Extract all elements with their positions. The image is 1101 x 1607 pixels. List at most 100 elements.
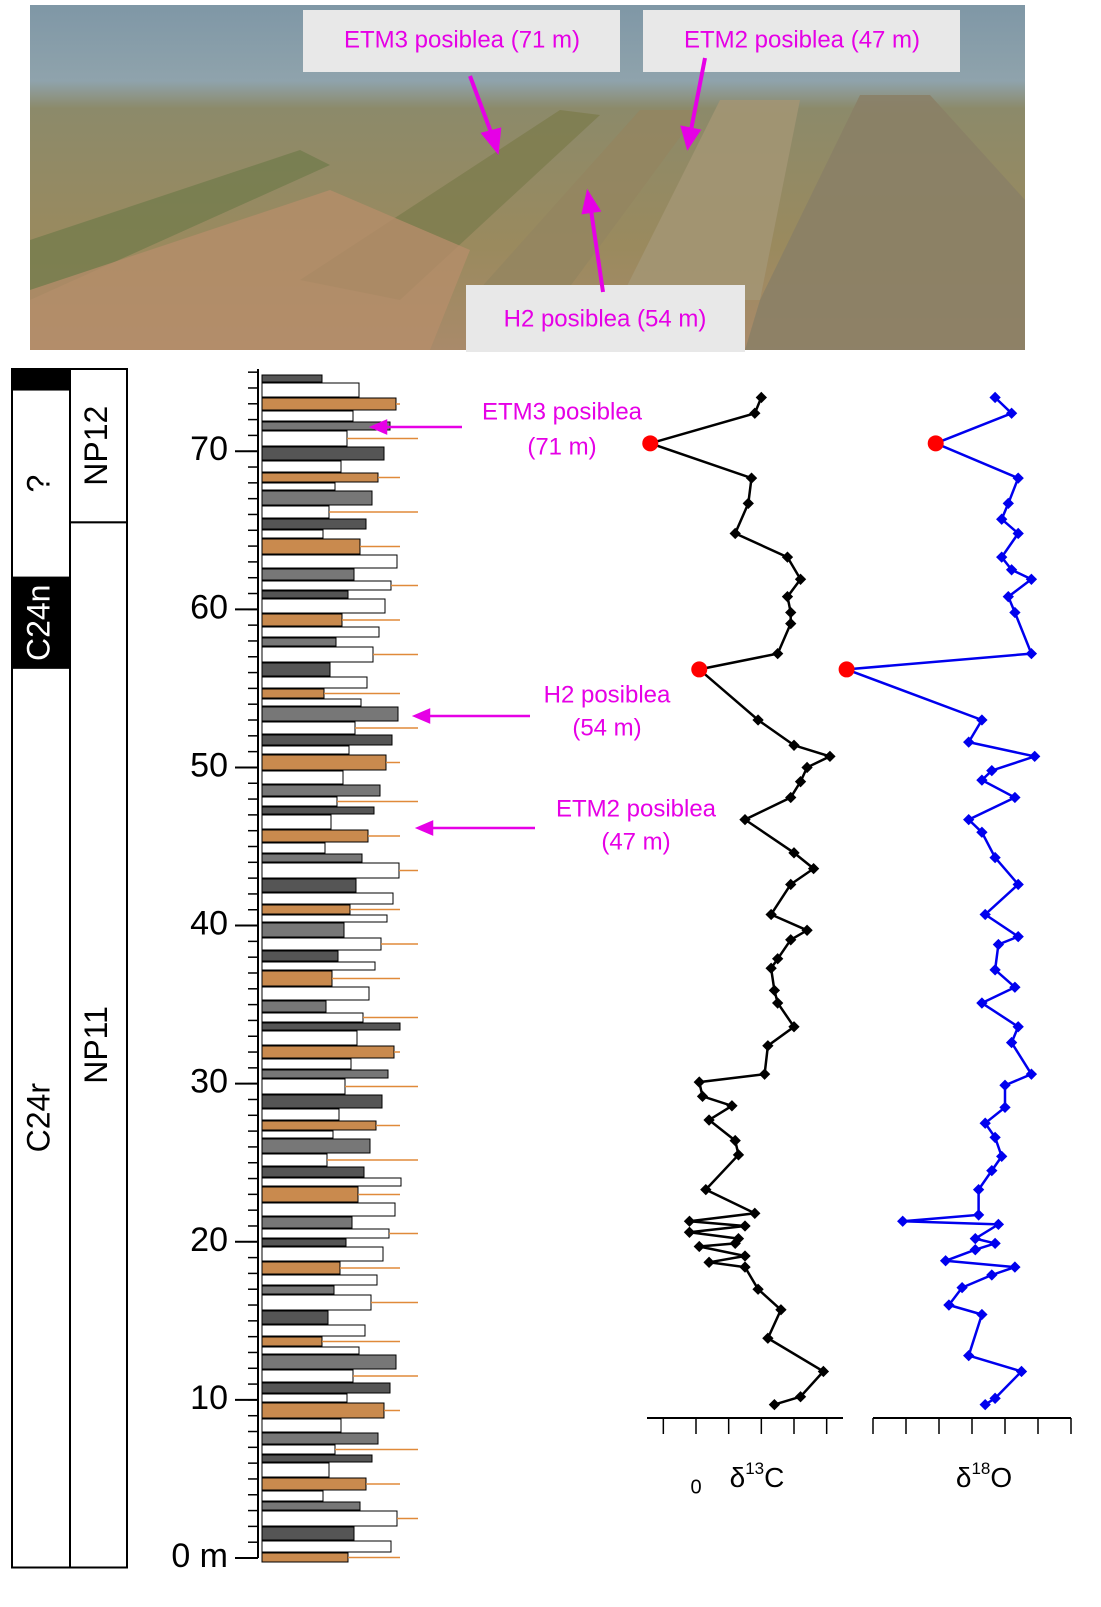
label-box (303, 10, 620, 72)
annotation: H2 posiblea (544, 681, 671, 708)
lithology-bed (261, 1369, 354, 1383)
y-tick-label: 20 (190, 1221, 228, 1259)
annotations: ETM3 posiblea (71 m) H2 posiblea (54 m) … (368, 398, 717, 855)
lithology-bed (261, 568, 355, 581)
data-point (726, 1100, 738, 1112)
lithology-bed (261, 1336, 323, 1347)
data-point (979, 908, 991, 921)
lithology-bed (261, 754, 387, 771)
lithology-bed (261, 1354, 397, 1370)
lithology-bed (261, 580, 392, 591)
lithology-bed (261, 490, 373, 506)
data-point (749, 407, 761, 419)
label-element: C (764, 1462, 784, 1493)
lithology-bed (261, 637, 337, 647)
y-tick-label: 60 (190, 588, 228, 626)
lithology-bed (261, 538, 361, 555)
data-point (693, 1240, 705, 1253)
data-point (989, 851, 1001, 864)
lithology-bed (261, 745, 350, 755)
data-point (729, 527, 741, 540)
data-point (989, 964, 1001, 976)
data-point (1009, 791, 1021, 804)
data-point (1012, 472, 1024, 484)
annotation: (71 m) (527, 433, 596, 460)
photo-strata (620, 100, 800, 300)
lithology-bed (261, 1432, 379, 1445)
lithology-bed (261, 1094, 383, 1109)
lithology-bed (261, 430, 348, 447)
data-point (992, 938, 1005, 951)
data-point (801, 924, 813, 936)
data-point (794, 573, 807, 585)
lithology-bed (261, 1108, 340, 1121)
lithology-bed (261, 1058, 352, 1070)
lithology-bed (261, 1418, 342, 1433)
lithology-bed (261, 1294, 372, 1311)
data-point (976, 826, 988, 838)
data-point (999, 1101, 1011, 1114)
magnetozone (11, 666, 71, 1569)
data-point (1025, 573, 1038, 585)
lithology-bed (261, 590, 349, 599)
data-point (943, 1299, 955, 1311)
lithology-bed (261, 1501, 361, 1511)
lithology-bed (261, 1526, 355, 1541)
data-point (785, 606, 797, 619)
series-line (646, 397, 834, 1406)
lithology-bed (261, 829, 369, 843)
lithology-bed (261, 1186, 359, 1203)
data-point (992, 1218, 1005, 1231)
data-point (972, 1209, 985, 1221)
lithology-bed (261, 1030, 358, 1046)
data-point (729, 1134, 741, 1147)
lithology-bed (261, 904, 351, 915)
data-point (739, 1220, 751, 1232)
lithology-bed (261, 1346, 360, 1355)
data-point (1012, 1021, 1024, 1033)
lithology-bed (261, 1261, 341, 1275)
lithology-bed (261, 1477, 367, 1491)
label-box (466, 285, 745, 352)
lithology-bed (261, 1078, 346, 1095)
lithology-bed (261, 554, 398, 569)
data-point (742, 497, 754, 510)
photo-label: ETM2 posiblea (47 m) (684, 26, 920, 53)
data-point (794, 1391, 807, 1403)
lithology-bed (261, 937, 382, 951)
y-tick-label: 10 (190, 1379, 228, 1417)
lithology-bed (261, 784, 381, 797)
data-point (752, 714, 764, 726)
data-point (739, 813, 751, 826)
data-point (785, 934, 797, 946)
data-point (794, 776, 807, 788)
data-point (963, 736, 975, 748)
data-point (972, 1183, 985, 1196)
magnetozone (11, 368, 71, 391)
label-box (643, 10, 960, 72)
zone-label: C24n (20, 585, 56, 662)
data-point (1005, 564, 1018, 576)
lithology-bed (261, 1402, 385, 1419)
data-point (785, 878, 797, 891)
data-point (989, 1237, 1001, 1250)
lithology-bed (261, 914, 388, 923)
lithology-bed (261, 598, 386, 614)
data-point (979, 1117, 991, 1129)
label-sup: 13 (745, 1459, 764, 1478)
data-point (758, 1068, 771, 1080)
data-point (683, 1215, 696, 1227)
lithology-bed (261, 518, 367, 530)
data-point (1009, 606, 1021, 619)
highlight-point (927, 435, 944, 452)
data-point (768, 984, 781, 997)
lithology-bed (261, 986, 370, 1001)
lithology-bed (261, 950, 339, 962)
y-tick-label: 0 m (171, 1537, 228, 1575)
y-tick-label: 40 (190, 905, 228, 943)
data-point (989, 391, 1001, 404)
data-point (693, 1076, 705, 1088)
photo-strata (30, 150, 330, 300)
lithology-bed (261, 878, 357, 893)
